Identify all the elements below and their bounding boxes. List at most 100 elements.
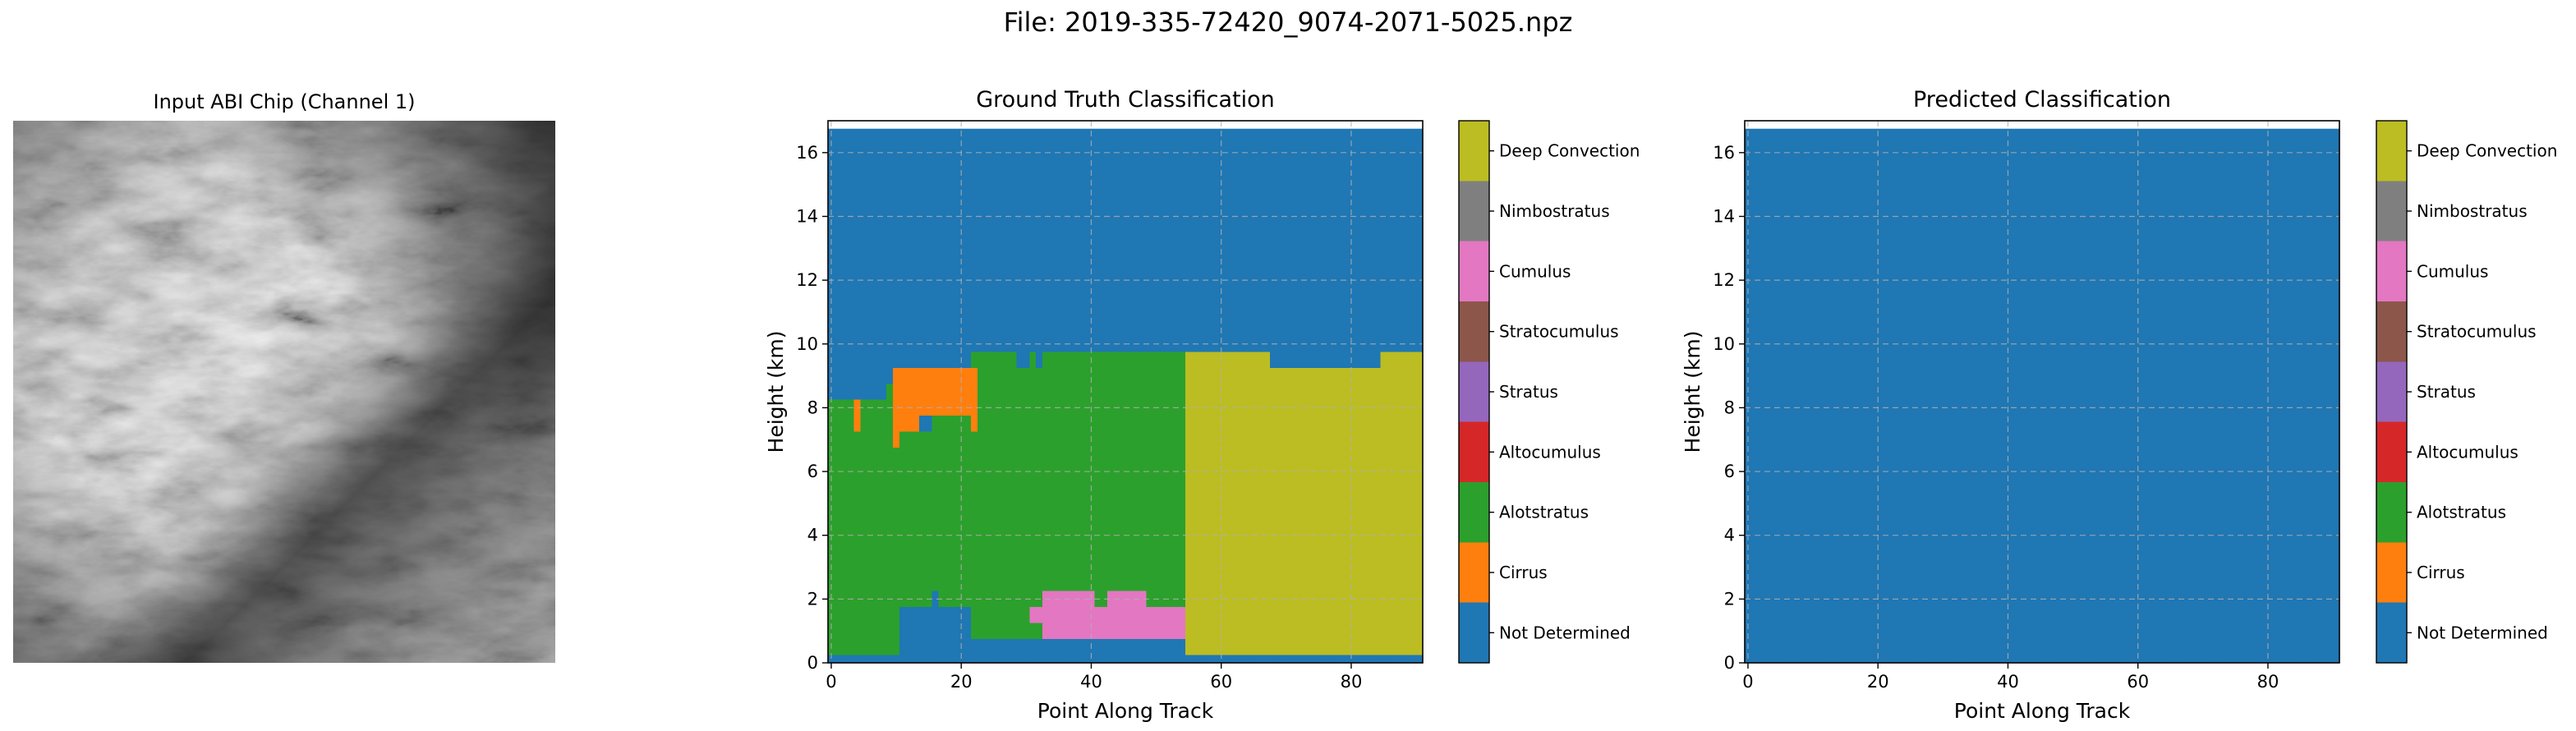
heatmap-cell-region-19 [1094, 607, 1186, 639]
colorbar-swatch-0 [2376, 602, 2407, 663]
colorbar-swatch-4 [1459, 361, 1489, 422]
axes-frame [1744, 120, 2340, 664]
heatmap-cell-region-20 [1029, 607, 1043, 623]
heatmap-cell-region-14 [853, 399, 861, 432]
predicted-panel: 0 20 40 60 80 0 2 4 6 8 10 12 14 16 Point Along Track H… [1681, 120, 2340, 723]
colorbar-tick-label: Stratus [2417, 382, 2476, 402]
y-tick-label: 4 [1724, 526, 1735, 545]
x-tick-label: 80 [1341, 672, 1363, 692]
colorbar-swatch-7 [2376, 181, 2407, 241]
x-tick-label: 40 [1997, 672, 2019, 692]
colorbar-swatch-5 [1459, 301, 1489, 362]
heatmap-cell-region-13 [899, 399, 919, 432]
colorbar-tick-label: Stratocumulus [1499, 322, 1619, 342]
x-tick-label: 20 [950, 672, 973, 692]
colorbar-tick-label: Deep Convection [2417, 141, 2557, 161]
x-tick-label: 0 [1742, 672, 1753, 692]
colorbar-swatch-8 [2376, 121, 2407, 182]
heatmap-cell-region-3 [971, 352, 1186, 368]
colorbar-swatch-3 [2376, 421, 2407, 482]
heatmap-cell-region-22 [1185, 352, 1271, 368]
ground-truth-title: Ground Truth Classification [976, 87, 1275, 113]
heatmap-cell-region-7 [932, 591, 939, 608]
colorbar-swatch-6 [1459, 241, 1489, 301]
heatmap-cell-region-12 [893, 399, 900, 448]
x-tick-label: 60 [2127, 672, 2149, 692]
heatmap-cell-region-15 [971, 367, 978, 432]
x-tick-label: 80 [2257, 672, 2279, 692]
colorbar-tick-label: Cumulus [1499, 261, 1571, 281]
heatmap-background [1745, 128, 2339, 664]
heatmap-cell-region-5 [1036, 352, 1043, 368]
x-tick-label: 20 [1867, 672, 1889, 692]
heatmap-cell-region-17 [1042, 591, 1095, 639]
y-tick-label: 14 [1713, 206, 1735, 226]
y-tick-label: 4 [807, 526, 818, 545]
colorbar-frame [1458, 120, 1490, 664]
heatmap-cell-region-9 [1016, 638, 1186, 655]
colorbar-tick-label: Alotstratus [2417, 503, 2506, 522]
colorbar-swatch-2 [1459, 482, 1489, 543]
colorbar-tick-label: Cirrus [1499, 563, 1548, 582]
ground-truth-colorbar: Not Determined Cirrus Alotstratus Altocumul… [1458, 120, 1640, 664]
x-tick-label: 60 [1210, 672, 1232, 692]
y-tick-label: 10 [1713, 334, 1735, 354]
y-tick-label: 0 [1724, 653, 1735, 673]
ground-truth-panel: 0 20 40 60 80 0 2 4 6 8 10 12 14 16 Point Along Track H… [764, 120, 1424, 723]
colorbar-swatch-1 [2376, 542, 2407, 603]
y-tick-label: 12 [1713, 270, 1735, 290]
y-tick-label: 6 [1724, 462, 1735, 481]
colorbar-swatch-3 [1459, 421, 1489, 482]
colorbar-swatch-0 [1459, 602, 1489, 663]
colorbar-tick-label: Not Determined [2417, 623, 2548, 642]
y-tick-label: 2 [1724, 589, 1735, 609]
colorbar-swatch-2 [2376, 482, 2407, 543]
colorbar-tick-label: Deep Convection [1499, 141, 1640, 161]
heatmap-cell-region-4 [1016, 352, 1030, 368]
colorbar-swatch-6 [2376, 241, 2407, 301]
x-tick-label: 40 [1080, 672, 1102, 692]
heatmap-cell-region-16 [918, 416, 932, 432]
heatmap-cell-region-23 [1380, 352, 1423, 368]
heatmap-cell-region-8 [971, 638, 1017, 655]
colorbar-swatch-1 [1459, 542, 1489, 603]
colorbar-tick-label: Stratus [1499, 382, 1558, 402]
colorbar-tick-label: Cirrus [2417, 563, 2465, 582]
colorbar-swatch-4 [2376, 361, 2407, 422]
y-tick-label: 8 [807, 398, 818, 417]
y-tick-label: 2 [807, 589, 818, 609]
colorbar-swatch-5 [2376, 301, 2407, 362]
colorbar-swatch-8 [1459, 121, 1489, 182]
colorbar-tick-label: Not Determined [1499, 623, 1631, 642]
y-tick-label: 8 [1724, 398, 1735, 417]
predicted-title: Predicted Classification [1913, 87, 2171, 113]
predicted-colorbar: Not Determined Cirrus Alotstratus Altocumul… [2376, 120, 2557, 664]
x-tick-label: 0 [826, 672, 836, 692]
x-axis-label: Point Along Track [1037, 699, 1214, 723]
y-tick-label: 16 [796, 143, 818, 163]
y-tick-label: 6 [807, 462, 818, 481]
colorbar-tick-label: Altocumulus [1499, 442, 1601, 462]
image-panel-title: Input ABI Chip (Channel 1) [153, 90, 416, 113]
y-tick-label: 14 [796, 206, 818, 226]
colorbar-swatch-7 [1459, 181, 1489, 241]
colorbar-tick-label: Altocumulus [2417, 442, 2518, 462]
colorbar-tick-label: Stratocumulus [2417, 322, 2537, 342]
figure-suptitle: File: 2019-335-72420_9074-2071-5025.npz [1003, 7, 1573, 38]
heatmap-cell-region-10 [893, 367, 972, 400]
colorbar-tick-label: Nimbostratus [2417, 201, 2528, 221]
colorbar-tick-label: Alotstratus [1499, 503, 1589, 522]
colorbar-frame [2376, 120, 2408, 664]
heatmap-cell-region-6 [899, 607, 972, 655]
abi-chip-image [13, 121, 555, 663]
colorbar-tick-label: Nimbostratus [1499, 201, 1610, 221]
y-tick-label: 16 [1713, 143, 1735, 163]
y-tick-label: 12 [796, 270, 818, 290]
y-axis-label: Height (km) [764, 331, 788, 453]
y-axis-label: Height (km) [1681, 331, 1704, 453]
colorbar-tick-label: Cumulus [2417, 261, 2488, 281]
axes-frame [827, 120, 1424, 664]
heatmap-cell-region-21 [1185, 367, 1423, 655]
y-tick-label: 10 [796, 334, 818, 354]
